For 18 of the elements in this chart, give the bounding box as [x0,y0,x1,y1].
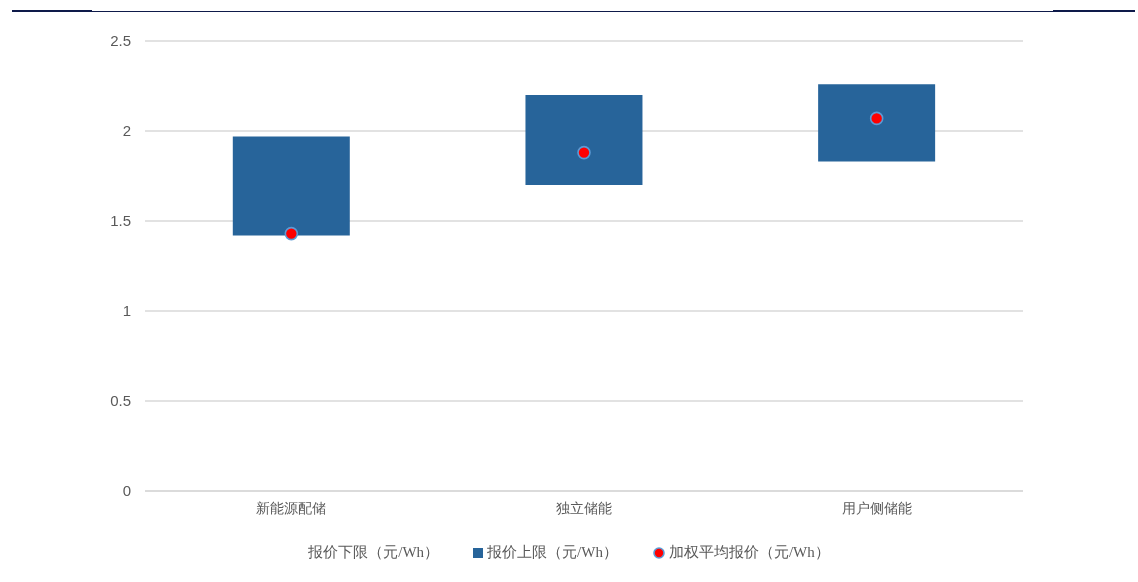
point [284,226,299,241]
y-tick-label: 1 [122,302,131,320]
point [577,145,591,160]
text: 报价下限（元/Wh） [308,543,440,562]
x-tick-label: 用户侧储能 [841,500,912,516]
bar [232,136,350,236]
y-tick-label: 1.5 [110,212,131,230]
x-tick-label: 新能源配储 [256,500,327,516]
y-tick-label: 2 [122,122,131,140]
legend-label: 加权平均报价（元/Wh） [668,543,830,562]
legend-label: 报价上限（元/Wh） [487,543,618,562]
x-tick-label: 独立储能 [556,500,612,516]
y-tick-label: 0 [122,482,131,500]
bar [818,84,936,162]
point [869,111,884,126]
y-tick-label: 0.5 [110,392,131,410]
bar [525,95,643,185]
y-tick-label: 2.5 [110,32,131,50]
